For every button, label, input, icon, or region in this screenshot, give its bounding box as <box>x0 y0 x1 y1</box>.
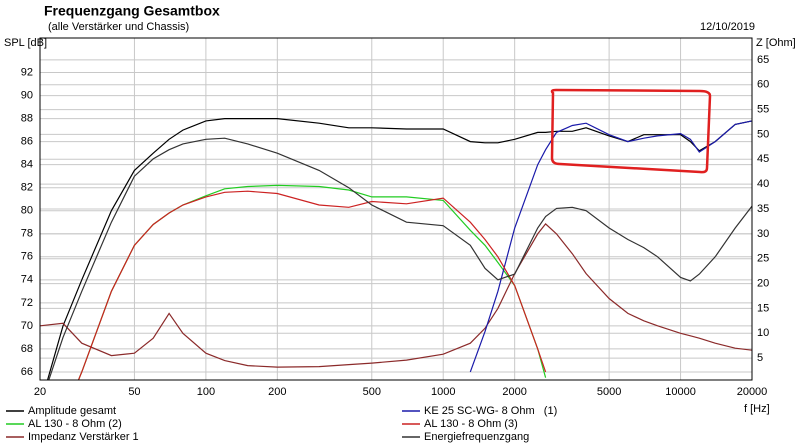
y-tick-label: 88 <box>21 113 33 125</box>
x-tick-label: 20000 <box>737 386 768 398</box>
y-tick-label: 80 <box>21 205 33 217</box>
y2-tick-label: 65 <box>757 54 769 66</box>
x-tick-label: 1000 <box>431 386 455 398</box>
y-tick-label: 74 <box>21 274 33 286</box>
x-tick-label: 50 <box>128 386 140 398</box>
y2-tick-label: 60 <box>757 79 769 91</box>
legend-label: AL 130 - 8 Ohm (2) <box>28 418 122 430</box>
chart-title: Frequenzgang Gesamtbox <box>44 3 220 19</box>
y2-tick-label: 20 <box>757 277 769 289</box>
y2-tick-label: 5 <box>757 352 763 364</box>
y2-tick-label: 35 <box>757 203 769 215</box>
x-axis-label: f [Hz] <box>744 403 770 415</box>
legend-label: Energiefrequenzgang <box>424 431 529 443</box>
x-tick-label: 500 <box>363 386 381 398</box>
y2-axis-label: Z [Ohm] <box>756 37 796 49</box>
legend-label: KE 25 SC-WG- 8 Ohm (1) <box>424 405 557 417</box>
series-line <box>77 190 547 380</box>
y2-tick-label: 45 <box>757 153 769 165</box>
y-tick-label: 86 <box>21 136 33 148</box>
y-tick-label: 68 <box>21 343 33 355</box>
chart-subtitle: (alle Verstärker und Chassis) <box>48 21 189 33</box>
y-tick-label: 84 <box>21 159 33 171</box>
y-tick-label: 66 <box>21 366 33 378</box>
y2-tick-label: 10 <box>757 327 769 339</box>
y2-tick-label: 55 <box>757 103 769 115</box>
series-line <box>40 223 752 368</box>
y2-tick-label: 30 <box>757 228 769 240</box>
date: 12/10/2019 <box>700 21 755 33</box>
y-tick-label: 76 <box>21 251 33 263</box>
series-line <box>46 118 752 380</box>
legend-label: Impedanz Verstärker 1 <box>28 431 139 443</box>
x-tick-label: 200 <box>268 386 286 398</box>
y-axis-label: SPL [dB] <box>4 37 47 49</box>
y2-tick-label: 15 <box>757 302 769 314</box>
legend-label: AL 130 - 8 Ohm (3) <box>424 418 518 430</box>
x-tick-label: 10000 <box>665 386 696 398</box>
y-tick-label: 92 <box>21 66 33 78</box>
highlight-annotation <box>550 88 712 174</box>
y-tick-label: 82 <box>21 182 33 194</box>
x-tick-label: 5000 <box>597 386 621 398</box>
x-tick-label: 20 <box>34 386 46 398</box>
series-line <box>48 137 752 380</box>
y-tick-label: 72 <box>21 297 33 309</box>
y-tick-label: 70 <box>21 320 33 332</box>
y2-tick-label: 40 <box>757 178 769 190</box>
legend-label: Amplitude gesamt <box>28 405 116 417</box>
plot-frame <box>39 37 753 381</box>
y-tick-label: 78 <box>21 228 33 240</box>
y-tick-label: 90 <box>21 89 33 101</box>
series-line <box>469 120 752 373</box>
x-tick-label: 2000 <box>502 386 526 398</box>
y2-tick-label: 50 <box>757 128 769 140</box>
x-tick-label: 100 <box>197 386 215 398</box>
y2-tick-label: 25 <box>757 253 769 265</box>
